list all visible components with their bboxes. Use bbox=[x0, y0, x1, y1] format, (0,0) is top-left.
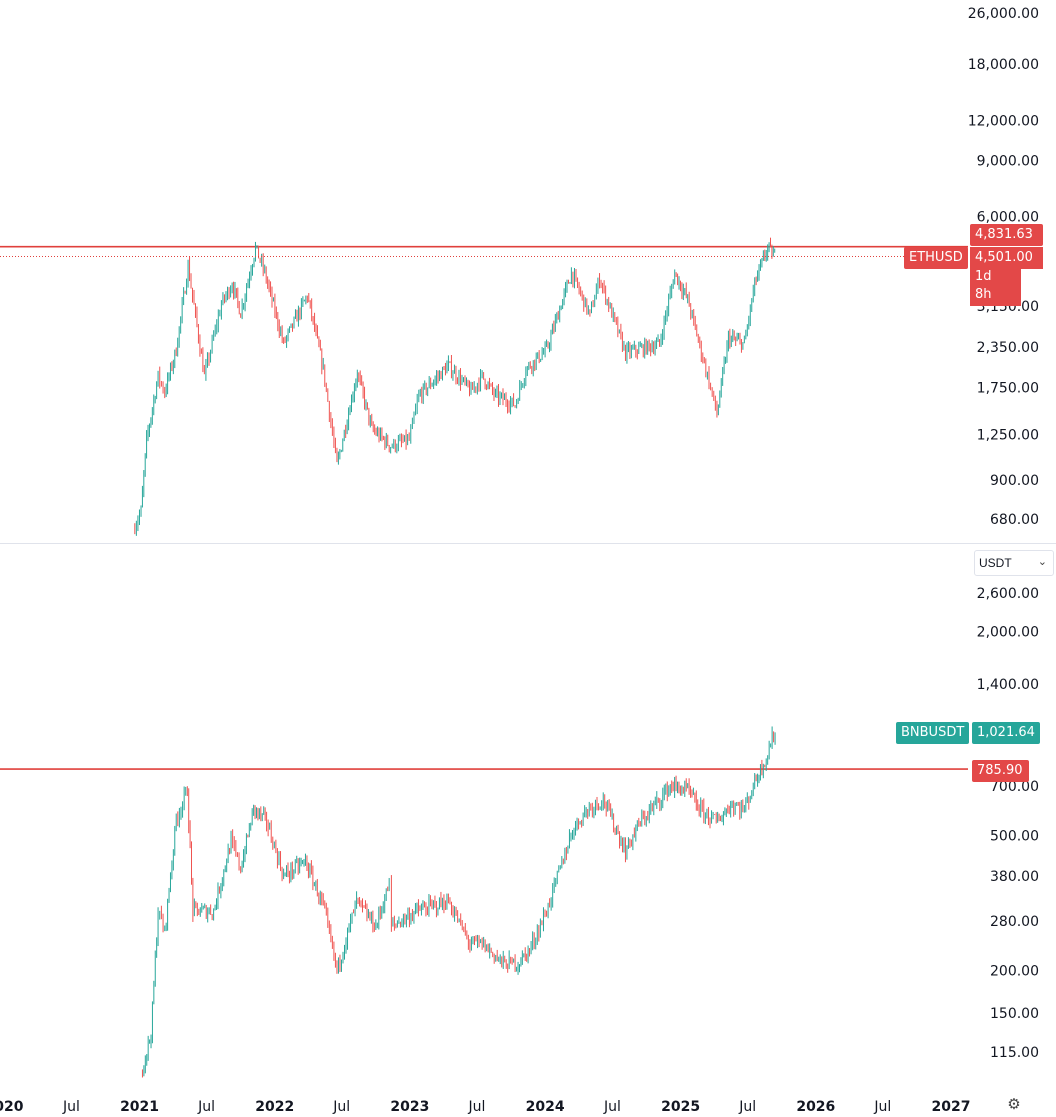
y-tick-label: 26,000.00 bbox=[968, 6, 1039, 22]
x-tick-label: Jul bbox=[197, 1099, 215, 1115]
candles bbox=[141, 726, 776, 1078]
x-tick-label: 2025 bbox=[661, 1099, 700, 1115]
chevron-down-icon: ⌄ bbox=[1037, 556, 1047, 568]
y-tick-label: 9,000.00 bbox=[977, 153, 1039, 169]
y-tick-label: 700.00 bbox=[990, 779, 1039, 795]
y-tick-label: 115.00 bbox=[990, 1045, 1039, 1061]
y-tick-label: 6,000.00 bbox=[977, 210, 1039, 226]
x-tick-label: 2022 bbox=[255, 1099, 294, 1115]
y-tick-label: 150.00 bbox=[990, 1006, 1039, 1022]
x-tick-label: 2024 bbox=[526, 1099, 565, 1115]
y-tick-label: 900.00 bbox=[990, 473, 1039, 489]
quote-currency-value: USDT bbox=[979, 556, 1012, 570]
x-tick-label: 2027 bbox=[932, 1099, 971, 1115]
x-tick-label: Jul bbox=[467, 1099, 485, 1115]
y-tick-label: 2,600.00 bbox=[977, 586, 1039, 602]
x-tick-label: 2026 bbox=[796, 1099, 835, 1115]
y-tick-label: 1,250.00 bbox=[977, 427, 1039, 443]
x-tick-label: 2021 bbox=[120, 1099, 159, 1115]
y-tick-label: 500.00 bbox=[990, 829, 1039, 845]
x-tick-label: 2020 bbox=[0, 1099, 24, 1115]
x-tick-label: 2023 bbox=[390, 1099, 429, 1115]
x-tick-label: Jul bbox=[62, 1099, 80, 1115]
candles bbox=[134, 237, 776, 536]
quote-currency-select[interactable]: USDT ⌄ bbox=[974, 550, 1054, 576]
time-axis[interactable]: 2020 Jul 2021 Jul 2022 Jul 2023 Jul 2024 Jul 2025 J… bbox=[0, 1099, 970, 1115]
bnb-symbol-label: BNBUSDT bbox=[896, 722, 970, 744]
y-tick-label: 200.00 bbox=[990, 964, 1039, 980]
y-tick-label: 1,750.00 bbox=[977, 381, 1039, 397]
x-tick-label: Jul bbox=[738, 1099, 756, 1115]
y-tick-label: 280.00 bbox=[990, 914, 1039, 930]
y-tick-label: 1,400.00 bbox=[977, 677, 1039, 693]
eth-last-price-label: 4,501.00 bbox=[970, 247, 1043, 269]
y-tick-label: 2,350.00 bbox=[977, 340, 1039, 356]
bnb-resistance-price-label: 785.90 bbox=[972, 760, 1029, 782]
x-tick-label: Jul bbox=[332, 1099, 350, 1115]
y-tick-label: 18,000.00 bbox=[968, 57, 1039, 73]
eth-pane[interactable]: 26,000.00 18,000.00 12,000.00 9,000.00 6,000… bbox=[0, 6, 1039, 536]
eth-countdown-label: 1d 8h bbox=[970, 266, 1021, 306]
eth-resistance-price-label: 4,831.63 bbox=[970, 224, 1043, 246]
bnb-last-price-label: 1,021.64 bbox=[972, 722, 1040, 744]
x-tick-label: Jul bbox=[873, 1099, 891, 1115]
bnb-pane[interactable]: 2,600.00 2,000.00 1,400.00 700.00 500.00 380.… bbox=[0, 586, 1039, 1078]
y-tick-label: 2,000.00 bbox=[977, 625, 1039, 641]
gear-icon[interactable]: ⚙ bbox=[1007, 1096, 1021, 1113]
y-tick-label: 680.00 bbox=[990, 512, 1039, 528]
eth-symbol-label: ETHUSD bbox=[904, 247, 968, 269]
y-tick-label: 12,000.00 bbox=[968, 113, 1039, 129]
y-tick-label: 380.00 bbox=[990, 869, 1039, 885]
x-tick-label: Jul bbox=[603, 1099, 621, 1115]
